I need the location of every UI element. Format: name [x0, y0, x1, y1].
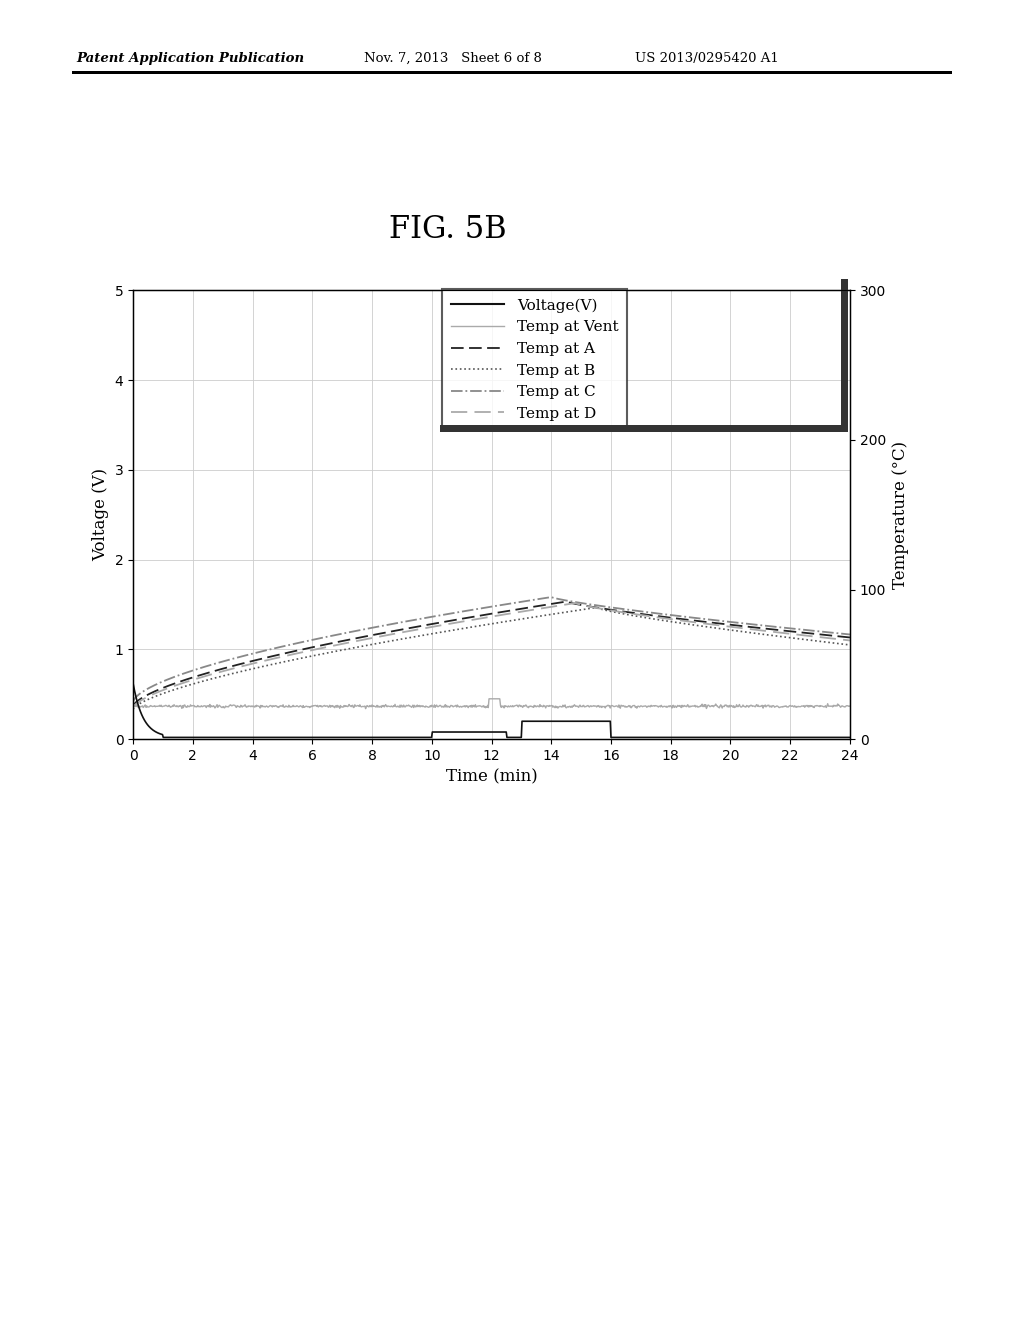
Temp at Vent [844, 698, 856, 714]
Voltage(V) [699, 730, 712, 746]
Temp at B [699, 619, 712, 635]
Text: Nov. 7, 2013   Sheet 6 of 8: Nov. 7, 2013 Sheet 6 of 8 [364, 51, 542, 65]
Temp at Vent [359, 701, 372, 717]
Text: Patent Application Publication: Patent Application Publication [77, 51, 305, 65]
Temp at Vent [200, 700, 212, 715]
Voltage(V) [201, 730, 213, 746]
Line: Temp at D: Temp at D [133, 603, 850, 708]
FancyBboxPatch shape [440, 425, 847, 432]
Temp at B [590, 599, 602, 615]
Temp at C [545, 589, 557, 605]
Temp at C [127, 694, 139, 710]
Temp at D [620, 605, 632, 620]
Temp at A [127, 698, 139, 714]
Y-axis label: Voltage (V): Voltage (V) [92, 469, 109, 561]
Line: Temp at C: Temp at C [133, 597, 850, 702]
Temp at Vent [687, 698, 699, 714]
Voltage(V) [687, 730, 699, 746]
Line: Voltage(V): Voltage(V) [133, 684, 850, 738]
Temp at C [417, 610, 429, 626]
Temp at Vent [418, 698, 430, 714]
X-axis label: Time (min): Time (min) [445, 768, 538, 785]
Temp at Vent [700, 701, 713, 717]
Voltage(V) [844, 730, 856, 746]
Temp at C [442, 606, 455, 622]
Temp at B [687, 616, 699, 632]
Temp at D [417, 620, 429, 636]
Temp at D [844, 632, 856, 648]
Legend: Voltage(V), Temp at Vent, Temp at A, Temp at B, Temp at C, Temp at D: Voltage(V), Temp at Vent, Temp at A, Tem… [441, 289, 628, 430]
Temp at Vent [443, 700, 456, 715]
Temp at B [620, 606, 632, 622]
Temp at D [127, 700, 139, 715]
Voltage(V) [418, 730, 430, 746]
Line: Temp at Vent: Temp at Vent [133, 698, 850, 709]
Temp at A [417, 618, 429, 634]
Temp at A [560, 594, 572, 610]
Temp at B [417, 627, 429, 643]
Temp at D [687, 614, 699, 630]
Voltage(V) [620, 730, 632, 746]
FancyBboxPatch shape [842, 279, 849, 432]
Temp at C [200, 659, 212, 675]
Temp at B [200, 672, 212, 688]
Text: US 2013/0295420 A1: US 2013/0295420 A1 [635, 51, 778, 65]
Temp at A [687, 612, 699, 628]
Temp at D [442, 616, 455, 632]
Temp at A [620, 605, 632, 620]
Line: Temp at B: Temp at B [133, 607, 850, 709]
Temp at B [127, 701, 139, 717]
Temp at A [200, 665, 212, 681]
Temp at B [844, 638, 856, 653]
Y-axis label: Temperature (°C): Temperature (°C) [892, 441, 908, 589]
Voltage(V) [157, 730, 169, 746]
Temp at C [687, 610, 699, 626]
Text: FIG. 5B: FIG. 5B [389, 214, 507, 244]
Temp at B [442, 623, 455, 639]
Line: Temp at A: Temp at A [133, 602, 850, 706]
Voltage(V) [443, 725, 456, 741]
Temp at A [699, 614, 712, 630]
Temp at A [844, 630, 856, 645]
Temp at Vent [483, 690, 496, 706]
Temp at C [620, 602, 632, 618]
Temp at D [699, 615, 712, 631]
Temp at D [569, 595, 582, 611]
Temp at C [844, 627, 856, 643]
Temp at Vent [621, 698, 633, 714]
Temp at A [442, 612, 455, 628]
Temp at D [200, 668, 212, 684]
Voltage(V) [127, 676, 139, 692]
Temp at C [699, 611, 712, 627]
Temp at Vent [127, 698, 139, 714]
